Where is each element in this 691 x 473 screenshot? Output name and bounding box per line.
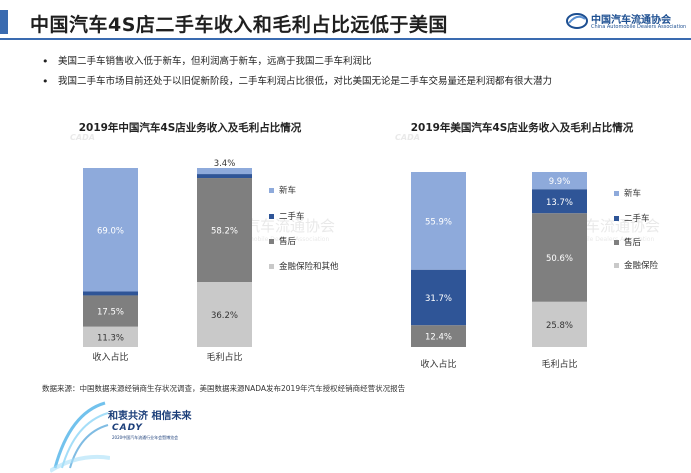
category-label: 收入占比 — [420, 358, 456, 370]
cady-swirl-icon — [50, 401, 110, 473]
data-label: 9.9% — [549, 177, 571, 187]
data-label: 55.9% — [425, 217, 452, 227]
watermark-en: China Automobile Dealers Association — [540, 236, 654, 243]
bar-segment — [197, 178, 252, 283]
legend-swatch — [614, 191, 619, 196]
chart-title: 2019年中国汽车4S店业务收入及毛利占比情况 — [79, 121, 302, 134]
legend-swatch — [614, 240, 619, 245]
bar-segment — [83, 168, 138, 292]
data-label: 58.2% — [211, 227, 238, 237]
legend-label: 金融保险 — [624, 260, 659, 271]
legend-label: 二手车 — [279, 211, 305, 222]
data-source-note: 数据来源：中国数据来源经销商生存状况调查，美国数据来源NADA发布2019年汽车… — [42, 384, 406, 393]
cady-event-logo: 和衷共济 相信未来 CADY 2020中国汽车流通行业年会暨博览会 — [50, 393, 210, 473]
cady-slogan: 和衷共济 相信未来 — [108, 411, 192, 422]
bar-segment — [197, 282, 252, 347]
cada-logo-icon — [566, 13, 588, 29]
category-label: 毛利占比 — [541, 358, 577, 370]
bar-segment — [411, 172, 466, 270]
title-divider — [0, 38, 691, 40]
watermark-cada: CADA — [395, 133, 420, 142]
cady-name: CADY — [112, 423, 143, 433]
chart-title: 2019年美国汽车4S店业务收入及毛利占比情况 — [411, 121, 634, 134]
legend-swatch — [269, 214, 274, 219]
bar-segment — [532, 172, 587, 190]
legend-label: 新车 — [624, 188, 641, 199]
legend-swatch — [269, 239, 274, 244]
legend-label: 售后 — [279, 236, 297, 247]
watermark-cada: CADA — [70, 133, 95, 142]
bar-segment — [197, 174, 252, 179]
legend-label: 二手车 — [624, 213, 650, 224]
legend-swatch — [269, 188, 274, 193]
legend-label: 售后 — [624, 237, 642, 248]
category-label: 毛利占比 — [206, 351, 242, 363]
data-label: 17.5% — [97, 308, 124, 318]
data-label: 50.6% — [546, 254, 573, 264]
legend-swatch — [614, 216, 619, 221]
bullet-list: 美国二手车销售收入低于新车，但利润高于新车，远高于我国二手车利润比 我国二手车市… — [42, 52, 552, 92]
data-label: 12.4% — [425, 333, 452, 343]
page-title: 中国汽车4S店二手车收入和毛利占比远低于美国 — [30, 14, 448, 36]
legend-label: 新车 — [279, 185, 296, 196]
cady-subtitle: 2020中国汽车流通行业年会暨博览会 — [112, 435, 179, 440]
chart-1: 2019年中国汽车4S店业务收入及毛利占比情况中国汽车流通协会China Aut… — [70, 121, 339, 363]
logo-text-cn: 中国汽车流通协会 — [591, 15, 671, 26]
legend-swatch — [269, 264, 274, 269]
logo-text-en: China Automobile Dealers Association — [591, 24, 687, 30]
data-label: 31.7% — [425, 294, 452, 304]
data-label: 36.2% — [211, 311, 238, 321]
category-label: 收入占比 — [92, 351, 128, 363]
bar-segment — [532, 213, 587, 302]
data-label: 25.8% — [546, 321, 573, 331]
data-label: 13.7% — [546, 198, 573, 208]
bar-segment — [532, 301, 587, 347]
data-label: 11.3% — [97, 333, 124, 343]
legend-label: 金融保险和其他 — [279, 261, 339, 272]
cada-logo: 中国汽车流通协会 China Automobile Dealers Associ… — [566, 10, 686, 36]
charts-canvas: 2019年中国汽车4S店业务收入及毛利占比情况中国汽车流通协会China Aut… — [70, 121, 660, 370]
bullet-item: 美国二手车销售收入低于新车，但利润高于新车，远高于我国二手车利润比 — [42, 52, 552, 72]
bar-segment — [197, 168, 252, 175]
bullet-item: 我国二手车市场目前还处于以旧促新阶段，二手车利润占比很低，对比美国无论是二手车交… — [42, 72, 552, 92]
bar-segment — [83, 326, 138, 347]
bar-segment — [83, 291, 138, 296]
bar-segment — [83, 295, 138, 327]
title-accent-bar — [0, 10, 8, 34]
bar-segment — [411, 325, 466, 347]
data-label: 3.4% — [214, 159, 236, 169]
data-label: 69.0% — [97, 226, 124, 236]
bar-segment — [532, 189, 587, 214]
legend-swatch — [614, 263, 619, 268]
bar-segment — [411, 269, 466, 326]
